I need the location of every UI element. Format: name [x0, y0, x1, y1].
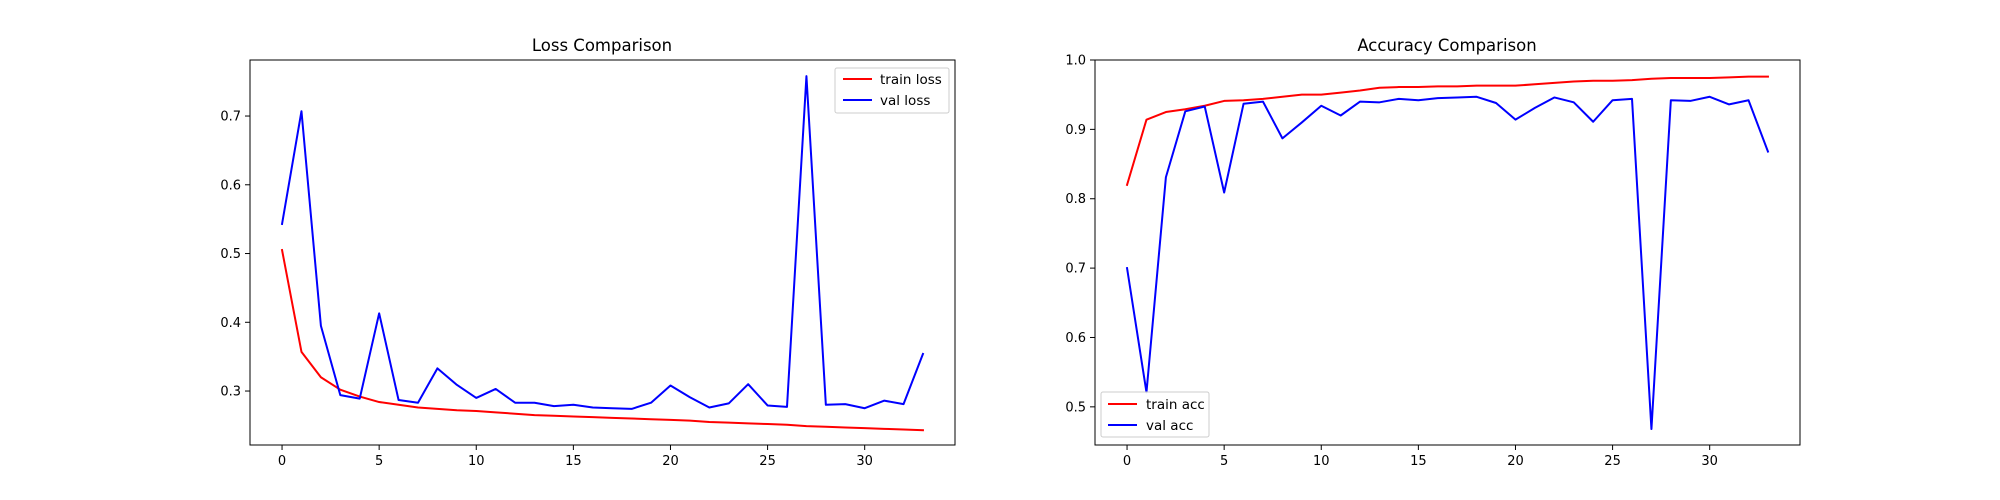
- x-tick-label: 25: [1604, 454, 1621, 469]
- y-tick-label: 0.8: [1065, 192, 1086, 207]
- legend-label-val-acc: val acc: [1146, 418, 1193, 434]
- x-tick-label: 10: [1313, 454, 1330, 469]
- y-axis: 0.5 0.6 0.7 0.8 0.9 1.0: [1065, 54, 1095, 415]
- x-tick-label: 0: [278, 454, 286, 469]
- y-tick-label: 0.3: [220, 385, 241, 400]
- y-tick-label: 0.7: [1065, 262, 1086, 277]
- series-line-train-acc: [1125, 75, 1769, 187]
- x-axis: 0 5 10 15 20 25 30: [278, 445, 873, 469]
- legend-label-train-loss: train loss: [880, 72, 942, 88]
- x-tick-label: 0: [1123, 454, 1131, 469]
- x-tick-label: 20: [662, 454, 679, 469]
- y-tick-label: 1.0: [1065, 54, 1086, 69]
- loss-chart: Loss Comparison 0 5 10 15 20 25 30 0.30.40.50.…: [220, 36, 956, 469]
- y-tick-label: 0.9: [1065, 123, 1086, 138]
- chart-title: Loss Comparison: [532, 36, 672, 55]
- x-tick-label: 15: [1410, 454, 1427, 469]
- series-line-val-acc: [1125, 95, 1770, 431]
- x-tick-label: 5: [375, 454, 383, 469]
- chart-title: Accuracy Comparison: [1357, 36, 1536, 55]
- legend-label-val-loss: val loss: [880, 93, 930, 109]
- legend: train loss val loss: [834, 67, 950, 114]
- x-tick-label: 15: [565, 454, 582, 469]
- x-tick-label: 30: [856, 454, 873, 469]
- y-tick-label: 0.7: [220, 110, 241, 125]
- y-tick-label: 0.5: [220, 247, 241, 262]
- x-axis: 0 5 10 15 20 25 30: [1123, 445, 1718, 469]
- legend: train acc val acc: [1100, 391, 1210, 438]
- y-axis: 0.3 0.4 0.5 0.6 0.7: [220, 110, 250, 400]
- x-tick-label: 10: [468, 454, 485, 469]
- series-line-train-loss: [280, 248, 924, 432]
- y-tick-label: 0.6: [1065, 331, 1086, 346]
- plot-area-frame: [249, 59, 956, 446]
- x-tick-label: 30: [1701, 454, 1718, 469]
- y-tick-label: 0.5: [1065, 400, 1086, 415]
- y-tick-label: 0.4: [220, 316, 241, 331]
- x-tick-label: 5: [1220, 454, 1228, 469]
- series-lines: [1125, 75, 1770, 431]
- series-line-val-loss: [280, 75, 925, 410]
- legend-label-train-acc: train acc: [1146, 397, 1205, 413]
- series-lines: [280, 75, 925, 432]
- x-tick-label: 20: [1507, 454, 1524, 469]
- x-tick-label: 25: [759, 454, 776, 469]
- accuracy-chart: Accuracy Comparison 0 5 10 15 20 25 30 0.50.60…: [1065, 36, 1801, 469]
- plot-area-frame: [1094, 59, 1801, 446]
- y-tick-label: 0.6: [220, 178, 241, 193]
